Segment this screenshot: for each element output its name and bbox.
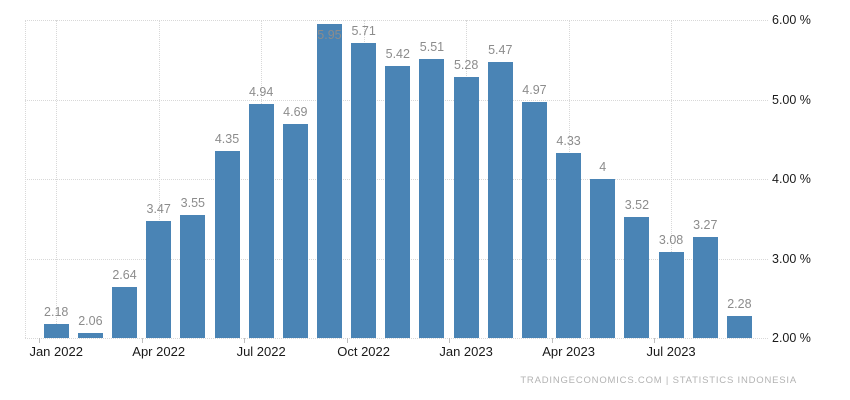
bar-value-label: 5.95: [317, 27, 342, 42]
x-axis-label: Jan 2023: [439, 344, 493, 359]
data-bar[interactable]: [282, 124, 308, 338]
data-bar[interactable]: [521, 101, 547, 338]
x-axis-tick: [244, 338, 246, 343]
x-axis-tick: [141, 338, 143, 343]
bar-value-label: 3.47: [146, 202, 171, 217]
data-bar[interactable]: [316, 23, 342, 338]
source-attribution: TRADINGECONOMICS.COM | STATISTICS INDONE…: [520, 375, 797, 386]
bar-value-label: 4.97: [522, 82, 547, 97]
y-axis-label: 2.00 %: [772, 331, 811, 345]
bar-value-label: 5.71: [351, 24, 376, 39]
bar-value-label: 4: [599, 160, 607, 174]
y-gridline: [25, 338, 768, 339]
data-bar[interactable]: [146, 221, 172, 338]
x-gridline: [158, 20, 160, 338]
data-bar[interactable]: [487, 62, 513, 338]
data-bar[interactable]: [453, 77, 479, 338]
bar-value-label: 3.52: [624, 198, 650, 213]
data-bar[interactable]: [351, 43, 377, 338]
y-axis-label: 4.00 %: [772, 172, 811, 186]
data-bar[interactable]: [624, 217, 650, 338]
bar-value-label: 5.42: [385, 47, 410, 62]
x-axis-label: Oct 2022: [337, 344, 390, 359]
x-axis-tick: [39, 338, 41, 343]
x-axis-label: Jul 2022: [236, 344, 286, 359]
x-axis-tick: [449, 338, 451, 343]
x-axis-label: Jul 2023: [646, 344, 696, 359]
bar-value-label: 2.28: [727, 296, 752, 311]
y-axis-label: 6.00 %: [772, 13, 811, 27]
x-gridline: [671, 20, 673, 338]
bar-value-label: 4.69: [283, 105, 308, 120]
data-bar[interactable]: [726, 315, 752, 338]
data-bar[interactable]: [180, 214, 206, 338]
data-bar[interactable]: [77, 333, 103, 338]
bar-value-label: 4.94: [248, 85, 274, 100]
bar-value-label: 3.27: [693, 218, 718, 233]
bar-value-label: 2.18: [44, 304, 69, 319]
plot-left-gridline: [25, 20, 26, 338]
y-gridline: [25, 20, 768, 21]
bar-value-label: 5.28: [453, 58, 479, 73]
bar-value-label: 3.08: [658, 233, 684, 248]
bar-value-label: 4.35: [214, 132, 240, 147]
data-bar[interactable]: [590, 179, 616, 338]
data-bar[interactable]: [692, 237, 718, 338]
bar-value-label: 4.33: [556, 133, 581, 148]
y-axis-label: 3.00 %: [772, 251, 811, 266]
x-axis-label: Jan 2022: [29, 344, 83, 359]
data-bar[interactable]: [43, 323, 69, 338]
data-bar[interactable]: [658, 252, 684, 338]
data-bar[interactable]: [385, 66, 411, 338]
data-bar[interactable]: [214, 151, 240, 338]
y-axis-label: 5.00 %: [772, 92, 811, 107]
bar-value-label: 5.51: [419, 39, 445, 54]
x-axis-tick: [551, 338, 553, 343]
data-bar[interactable]: [248, 104, 274, 338]
bar-value-label: 3.55: [180, 195, 205, 210]
data-bar[interactable]: [556, 152, 582, 338]
x-axis-tick: [654, 338, 655, 343]
x-gridline: [56, 20, 58, 338]
bar-value-label: 2.64: [112, 268, 137, 283]
x-axis-label: Apr 2023: [542, 344, 595, 359]
data-bar[interactable]: [112, 287, 138, 338]
x-axis-tick: [346, 338, 348, 343]
data-bar[interactable]: [419, 58, 445, 338]
bar-value-label: 5.47: [488, 43, 513, 58]
x-axis-label: Apr 2022: [132, 344, 186, 359]
bar-value-label: 2.06: [78, 314, 103, 329]
